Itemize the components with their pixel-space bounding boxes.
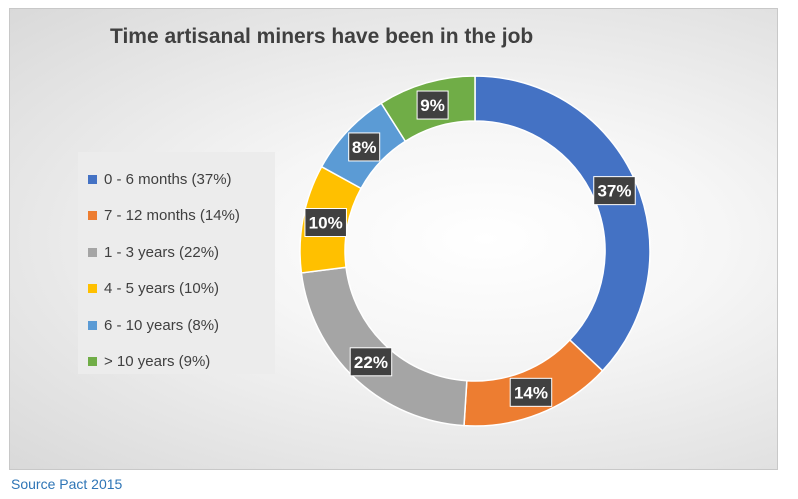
chart-title: Time artisanal miners have been in the j…	[110, 25, 534, 48]
legend-swatch	[88, 247, 97, 257]
legend-swatch	[88, 284, 97, 294]
donut-slice-0-6-months	[474, 75, 651, 372]
data-label-text: 37%	[597, 182, 631, 201]
legend-label: > 10 years (9%)	[104, 353, 211, 371]
data-label-0-6-months: 37%	[593, 176, 636, 206]
legend-swatch	[88, 174, 97, 184]
chart-panel: Time artisanal miners have been in the j…	[9, 8, 778, 470]
legend-swatch	[88, 320, 97, 330]
legend-item-4-5-years: 4 - 5 years (10%)	[88, 271, 275, 308]
legend-label: 1 - 3 years (22%)	[104, 243, 220, 261]
data-label-box	[593, 176, 636, 206]
donut-slice-1-3-years	[300, 266, 468, 427]
donut-chart: 37% 14% 22% 10% 8% 9%	[299, 75, 651, 427]
data-label-4-5-years: 10%	[304, 208, 347, 238]
legend-item-0-6-months: 0 - 6 months (37%)	[88, 161, 275, 198]
data-label-10-years: 9%	[416, 90, 449, 120]
legend-item-1-3-years: 1 - 3 years (22%)	[88, 234, 275, 271]
legend-label: 0 - 6 months (37%)	[104, 170, 232, 188]
legend-item-6-10-years: 6 - 10 years (8%)	[88, 307, 275, 344]
legend-label: 7 - 12 months (14%)	[104, 207, 240, 225]
data-label-text: 10%	[309, 214, 343, 233]
legend-label: 4 - 5 years (10%)	[104, 280, 220, 298]
data-label-7-12-months: 14%	[509, 377, 553, 407]
data-label-box	[509, 377, 553, 407]
data-label-6-10-years: 8%	[348, 132, 381, 162]
data-label-box	[348, 132, 381, 162]
data-label-text: 8%	[352, 138, 377, 157]
legend-swatch	[88, 211, 97, 221]
legend-item-over-10-years: > 10 years (9%)	[88, 344, 275, 381]
legend-swatch	[88, 357, 97, 367]
legend-item-7-12-months: 7 - 12 months (14%)	[88, 198, 275, 235]
data-label-box	[349, 347, 393, 377]
chart-legend: 0 - 6 months (37%) 7 - 12 months (14%) 1…	[78, 152, 275, 374]
data-label-text: 9%	[420, 96, 445, 115]
data-label-text: 22%	[354, 353, 388, 372]
data-label-1-3-years: 22%	[349, 347, 393, 377]
data-label-box	[304, 208, 347, 238]
source-note: Source Pact 2015	[11, 476, 123, 492]
data-label-box	[416, 90, 449, 120]
legend-label: 6 - 10 years (8%)	[104, 316, 220, 334]
data-label-text: 14%	[514, 383, 548, 402]
